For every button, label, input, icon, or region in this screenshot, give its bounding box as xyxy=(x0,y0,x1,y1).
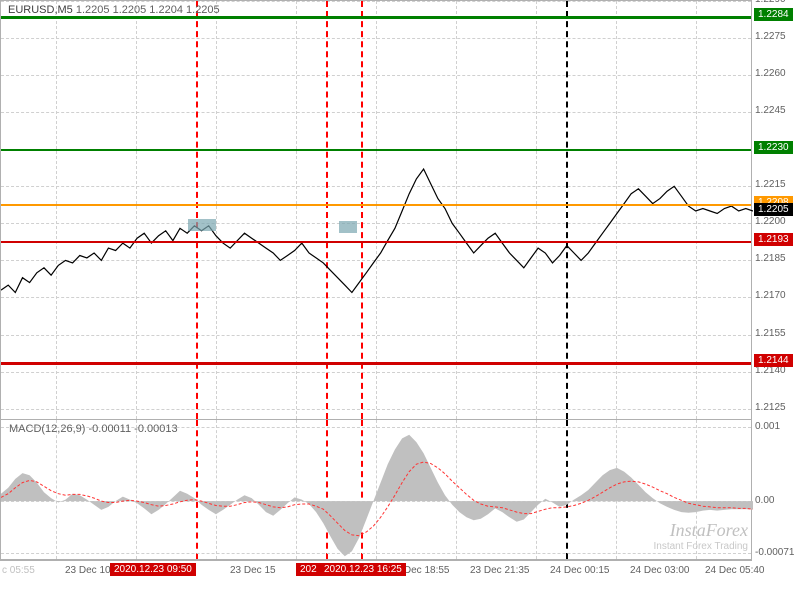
x-label: 24 Dec 03:00 xyxy=(630,565,690,576)
level-line xyxy=(1,16,751,19)
ohlc-close: 1.2205 xyxy=(186,4,220,16)
price-tag: 1.2144 xyxy=(754,354,793,367)
x-label: 24 Dec 00:15 xyxy=(550,565,610,576)
macd-y-axis: -0.00071 0.00 0.001 xyxy=(752,420,800,560)
y-tick: 1.2260 xyxy=(755,68,786,79)
x-label-marker: 2020.12.23 09:50 xyxy=(110,563,196,576)
y-tick: 1.2275 xyxy=(755,31,786,42)
y-tick: 1.2185 xyxy=(755,253,786,264)
ohlc-low: 1.2204 xyxy=(149,4,183,16)
macd-panel[interactable]: MACD(12,26,9) -0.00011 -0.00013 xyxy=(0,420,752,560)
x-label-marker: 202 xyxy=(296,563,321,576)
chart-title-bar: EURUSD,M5 1.2205 1.2205 1.2204 1.2205 xyxy=(8,4,220,16)
y-tick: 1.2245 xyxy=(755,105,786,116)
ohlc-high: 1.2205 xyxy=(113,4,147,16)
symbol-label: EURUSD,M5 xyxy=(8,4,73,16)
watermark: InstaForex Instant Forex Trading xyxy=(654,520,749,552)
y-tick: 1.2170 xyxy=(755,290,786,301)
x-label: 23 Dec 15 xyxy=(230,565,276,576)
macd-histogram xyxy=(1,435,753,557)
x-label-marker: 2020.12.23 16:25 xyxy=(320,563,406,576)
macd-v2: -0.00013 xyxy=(134,423,177,435)
price-tag: 1.2205 xyxy=(754,203,793,216)
level-line xyxy=(1,149,751,151)
x-label: 24 Dec 05:40 xyxy=(705,565,765,576)
forex-chart: EURUSD,M5 1.2205 1.2205 1.2204 1.2205 1.… xyxy=(0,0,800,600)
y-tick: 1.2125 xyxy=(755,402,786,413)
ohlc-open: 1.2205 xyxy=(76,4,110,16)
macd-y-tick: 0.00 xyxy=(755,495,774,506)
price-tag: 1.2284 xyxy=(754,8,793,21)
time-x-axis: c 05:5523 Dec 10:5523 Dec 1523 Dec 18:55… xyxy=(0,560,752,590)
price-svg xyxy=(1,1,753,421)
macd-y-tick: 0.001 xyxy=(755,421,780,432)
price-panel[interactable] xyxy=(0,0,752,420)
signal-marker xyxy=(188,219,216,231)
y-tick: 1.2155 xyxy=(755,328,786,339)
macd-name: MACD(12,26,9) xyxy=(9,423,85,435)
macd-y-tick: -0.00071 xyxy=(755,547,794,558)
x-label-faded: c 05:55 xyxy=(2,565,35,576)
macd-v1: -0.00011 xyxy=(88,423,131,435)
price-line xyxy=(1,169,753,293)
signal-marker xyxy=(339,221,357,233)
level-line xyxy=(1,241,751,243)
level-line xyxy=(1,362,751,365)
watermark-brand: InstaForex xyxy=(654,520,749,541)
x-label: 23 Dec 21:35 xyxy=(470,565,530,576)
price-tag: 1.2230 xyxy=(754,141,793,154)
macd-title: MACD(12,26,9) -0.00011 -0.00013 xyxy=(9,423,178,435)
level-line xyxy=(1,204,751,206)
price-tag: 1.2193 xyxy=(754,233,793,246)
watermark-sub: Instant Forex Trading xyxy=(654,541,749,552)
y-tick: 1.2200 xyxy=(755,216,786,227)
macd-svg xyxy=(1,420,753,560)
y-tick: 1.2290 xyxy=(755,0,786,5)
y-tick: 1.2215 xyxy=(755,179,786,190)
